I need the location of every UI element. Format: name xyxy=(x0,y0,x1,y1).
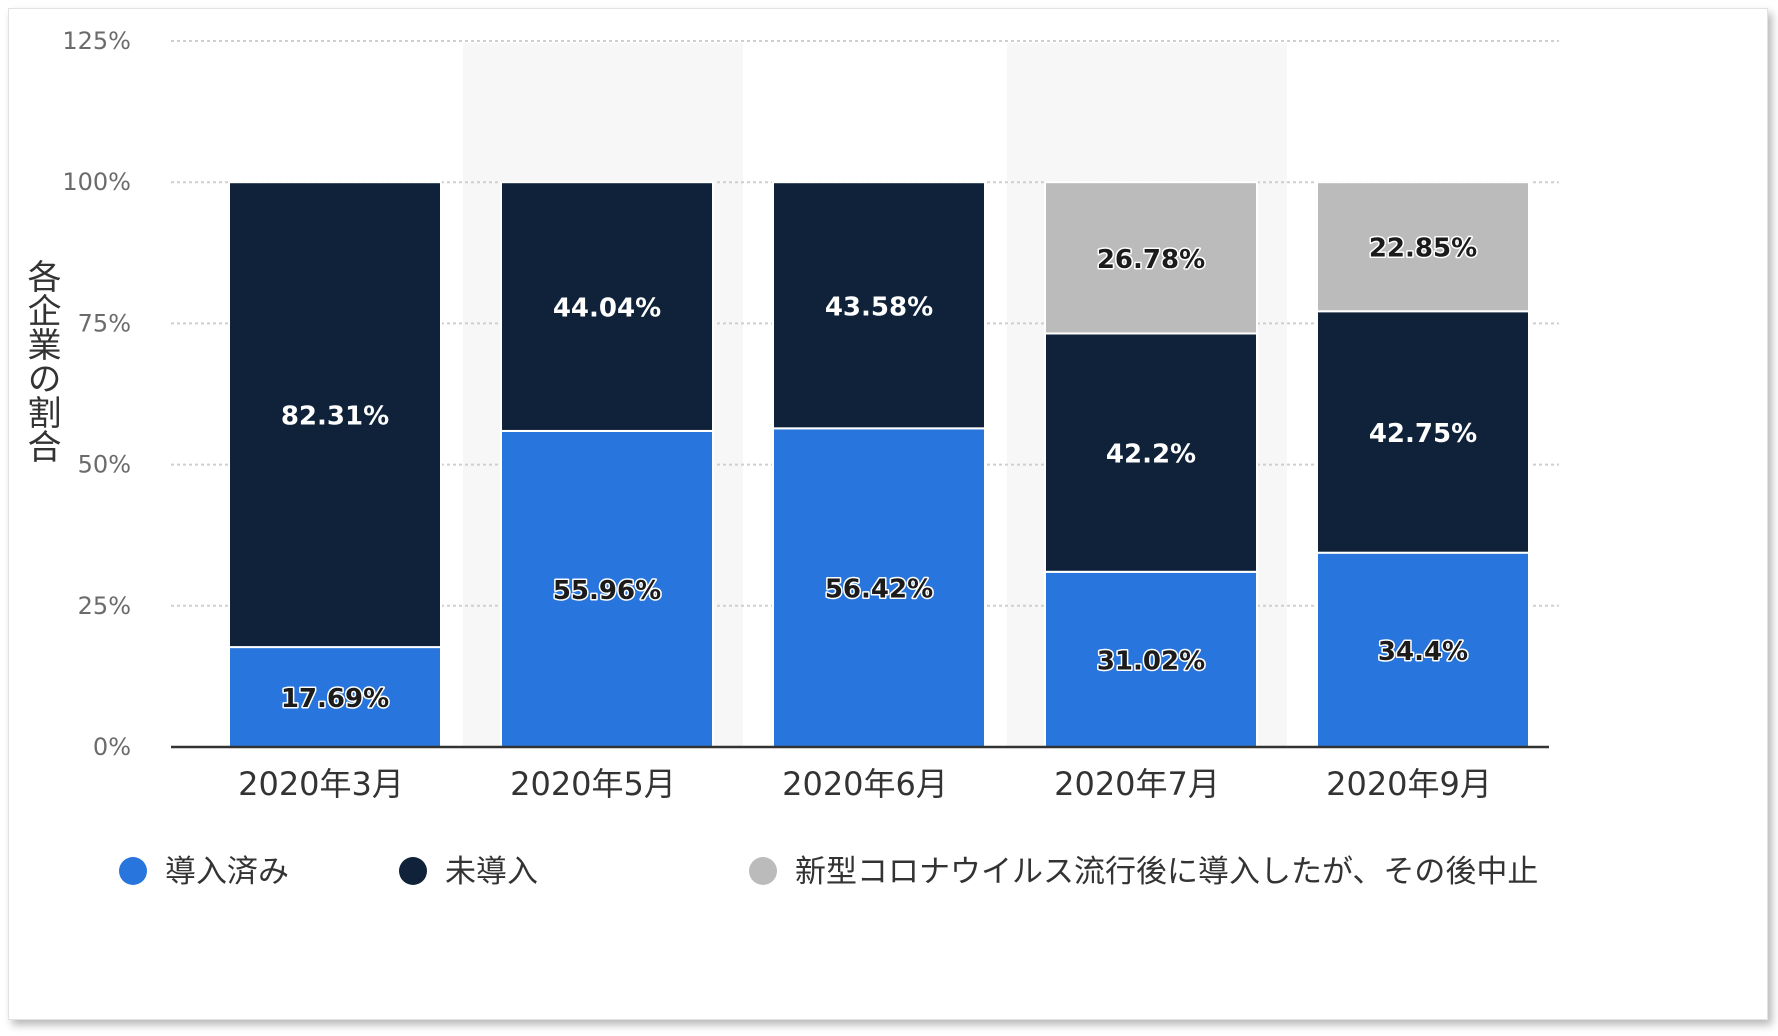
legend-item-2: 新型コロナウイルス流行後に導入したが、その後中止 xyxy=(749,854,1538,890)
y-tick-label: 25% xyxy=(78,592,131,620)
bars: 17.69% 82.31% 55.96% 44.04% 56.42% 43.58% 31.0… xyxy=(228,181,1530,748)
bar-segment-1-0 xyxy=(228,181,442,649)
bar-value-label-0-1: 55.96% xyxy=(553,576,661,606)
bar-segment-0-4 xyxy=(1316,551,1530,748)
x-category-label: 2020年6月 xyxy=(782,765,948,803)
x-category-label: 2020年3月 xyxy=(238,765,404,803)
legend-label: 未導入 xyxy=(445,854,538,890)
y-tick-label: 100% xyxy=(62,168,131,196)
legend: 導入済み 未導入 新型コロナウイルス流行後に導入したが、その後中止 xyxy=(119,854,1538,890)
bar-segment-0-3 xyxy=(1044,570,1258,748)
y-tick-label: 50% xyxy=(78,451,131,479)
legend-item-0: 導入済み xyxy=(119,854,289,890)
bar-segment-1-4 xyxy=(1316,310,1530,554)
bar-segment-2-3 xyxy=(1044,181,1258,335)
bar-segment-0-1 xyxy=(500,429,714,748)
legend-item-1: 未導入 xyxy=(399,854,538,890)
bar-value-label-1-4: 42.75% xyxy=(1369,419,1477,449)
chart-frame: 0% 25% 50% 75% 100% 125% 17.69% 82.31% 55.96% 44… xyxy=(8,8,1768,1020)
bar-value-label-0-3: 31.02% xyxy=(1097,646,1205,676)
bar-value-label-2-3: 26.78% xyxy=(1097,245,1205,275)
y-tick-label: 125% xyxy=(62,27,131,55)
x-category-label: 2020年9月 xyxy=(1326,765,1492,803)
x-axis-categories: 2020年3月 2020年5月 2020年6月 2020年7月 2020年9月 xyxy=(238,765,1492,803)
bar-value-label-0-4: 34.4% xyxy=(1378,637,1468,667)
stacked-bar-chart: 0% 25% 50% 75% 100% 125% 17.69% 82.31% 55.96% 44… xyxy=(21,27,1559,890)
legend-label: 新型コロナウイルス流行後に導入したが、その後中止 xyxy=(795,854,1538,890)
legend-label: 導入済み xyxy=(165,854,289,890)
bar-segment-2-4 xyxy=(1316,181,1530,313)
bar-segment-1-1 xyxy=(500,181,714,432)
y-axis-label: 各企業の割合 xyxy=(21,259,61,463)
y-tick-label: 75% xyxy=(78,309,131,337)
bar-value-label-0-0: 17.69% xyxy=(281,684,389,714)
bar-value-label-1-1: 44.04% xyxy=(553,294,661,324)
bar-segment-0-2 xyxy=(772,427,986,748)
bar-segment-1-3 xyxy=(1044,332,1258,573)
bar-value-label-1-2: 43.58% xyxy=(825,292,933,322)
x-category-label: 2020年7月 xyxy=(1054,765,1220,803)
y-tick-label: 0% xyxy=(93,733,131,761)
legend-dot xyxy=(749,857,777,885)
y-axis-ticks: 0% 25% 50% 75% 100% 125% xyxy=(62,27,131,761)
bar-value-label-0-2: 56.42% xyxy=(825,575,933,605)
bar-value-label-1-0: 82.31% xyxy=(281,402,389,432)
bar-segment-1-2 xyxy=(772,181,986,430)
x-category-label: 2020年5月 xyxy=(510,765,676,803)
legend-dot xyxy=(399,857,427,885)
legend-dot xyxy=(119,857,147,885)
bar-value-label-2-4: 22.85% xyxy=(1369,234,1477,264)
bar-value-label-1-3: 42.2% xyxy=(1106,440,1196,470)
